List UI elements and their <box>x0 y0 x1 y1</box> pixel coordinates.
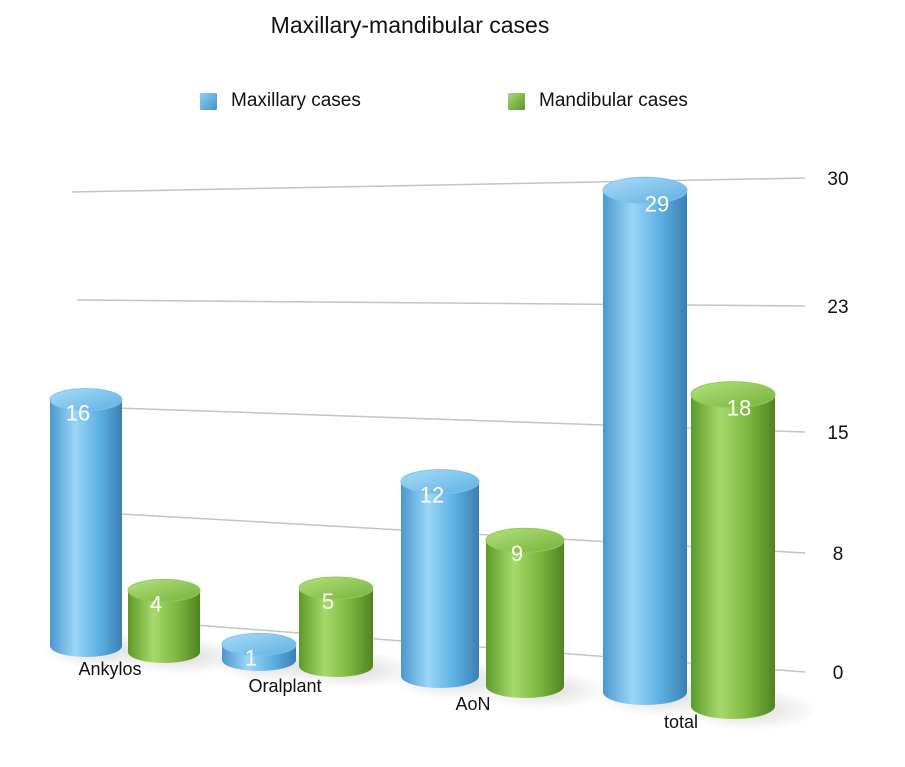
bar-maxillary <box>603 190 687 706</box>
category-label: Ankylos <box>78 659 141 679</box>
legend-item-maxillary: Maxillary cases <box>200 90 361 112</box>
gridline <box>71 177 806 193</box>
legend-label-mandibular: Mandibular cases <box>539 90 688 111</box>
bar-top <box>221 632 297 656</box>
y-tick-label: 30 <box>827 169 848 190</box>
category-label: Oralplant <box>248 676 321 696</box>
y-tick-label: 0 <box>833 663 844 684</box>
bar-top <box>690 381 776 409</box>
legend-swatch-mandibular <box>508 92 525 110</box>
bar-top <box>400 469 480 495</box>
y-tick-label: 8 <box>833 544 844 565</box>
bar-mandibular <box>691 394 775 719</box>
data-label: 16 <box>66 401 90 426</box>
bar-top <box>602 176 688 204</box>
data-label: 1 <box>245 645 257 670</box>
legend-label-maxillary: Maxillary cases <box>231 90 361 111</box>
chart-title: Maxillary-mandibular cases <box>270 12 550 38</box>
gridline <box>76 299 806 307</box>
category-label: AoN <box>455 694 490 714</box>
y-tick-label: 23 <box>827 297 848 318</box>
bar-top <box>127 578 201 602</box>
bar-maxillary <box>401 481 479 688</box>
data-label: 9 <box>511 541 523 566</box>
data-label: 29 <box>645 191 669 216</box>
data-label: 12 <box>420 483 444 508</box>
category-label: total <box>664 712 698 732</box>
bar-mandibular <box>486 540 564 698</box>
y-tick-label: 15 <box>827 423 848 444</box>
bar-maxillary <box>50 399 122 657</box>
legend-item-mandibular: Mandibular cases <box>508 90 688 112</box>
bar-mandibular <box>299 588 373 677</box>
bar-top <box>49 388 123 412</box>
gridline <box>117 407 806 433</box>
bar-top <box>485 527 565 553</box>
legend-swatch-maxillary <box>200 92 217 110</box>
bar-top <box>298 576 374 600</box>
data-label: 18 <box>727 396 751 421</box>
bar-mandibular <box>128 590 200 663</box>
data-label: 4 <box>150 591 162 616</box>
data-label: 5 <box>322 589 334 614</box>
